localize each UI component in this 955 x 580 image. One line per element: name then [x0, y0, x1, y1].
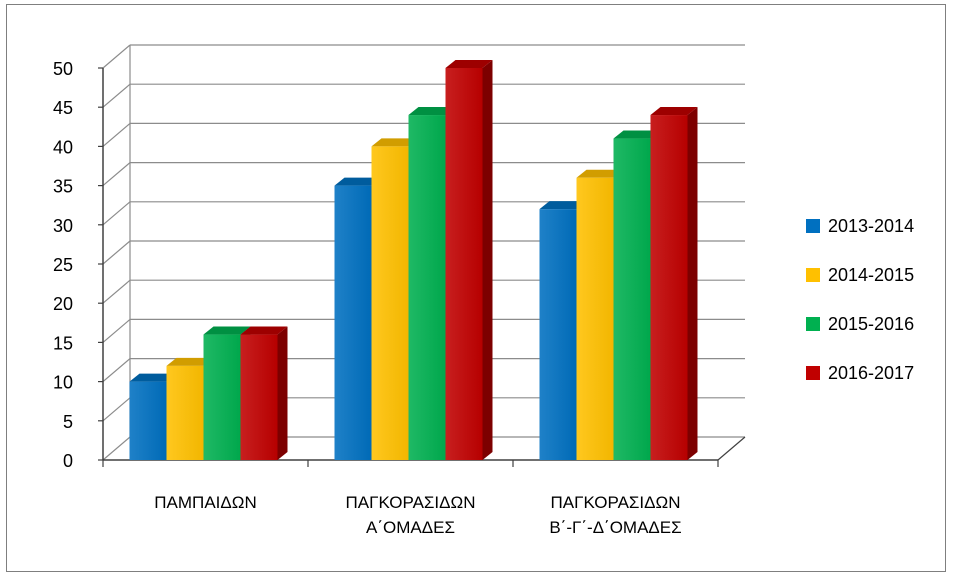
y-tick-label: 10: [53, 373, 73, 393]
bar-front: [539, 209, 577, 460]
bar-front: [129, 381, 167, 460]
y-tick-label: 15: [53, 333, 73, 353]
bar-front: [650, 115, 688, 460]
bar-top: [445, 60, 493, 68]
bar-front: [371, 146, 409, 460]
y-tick-label: 20: [53, 294, 73, 314]
legend-item: 2015-2016: [806, 314, 914, 334]
x-axis-labels: ΠΑΜΠΑΙΔΩΝ ΠΑΓΚΟΡΑΣΙΔΩΝ Α΄ΟΜΑΔΕΣ ΠΑΓΚΟΡΑΣΙΔΩ…: [154, 493, 681, 537]
bar-front: [576, 177, 614, 460]
bar-top: [129, 373, 177, 382]
bar-top: [166, 357, 214, 366]
gridline-side: [102, 162, 131, 187]
gridline-side: [102, 201, 131, 226]
gridline-side: [102, 83, 131, 108]
bar: [240, 326, 288, 460]
gridline-side: [102, 318, 131, 343]
gridline-side: [102, 240, 131, 265]
legend-swatch: [806, 366, 820, 380]
bar-side: [482, 60, 493, 460]
bar: [445, 60, 493, 460]
bars: [129, 60, 698, 460]
legend-label: 2016-2017: [828, 363, 914, 383]
legend-swatch: [806, 268, 820, 282]
gridline-side: [102, 44, 131, 69]
bar-top: [203, 326, 251, 335]
y-tick-label: 50: [53, 59, 73, 79]
legend-label: 2014-2015: [828, 265, 914, 285]
y-tick-label: 45: [53, 98, 73, 118]
bar-front: [166, 365, 204, 460]
bar-front: [240, 334, 278, 460]
bar-front: [613, 138, 651, 460]
x-category-label: ΠΑΓΚΟΡΑΣΙΔΩΝ: [550, 493, 680, 512]
y-axis-ticks: 0 5 10 15 20 25 30 35 40 45 50: [53, 59, 103, 471]
bar-top: [539, 201, 587, 210]
y-tick-label: 30: [53, 216, 73, 236]
x-category-label: Β΄-Γ΄-Δ΄ΟΜΑΔΕΣ: [549, 518, 681, 537]
bar-side: [687, 107, 698, 460]
bar-front: [408, 115, 446, 460]
gridline-side: [102, 436, 131, 461]
y-tick-label: 35: [53, 177, 73, 197]
y-tick-label: 0: [63, 451, 73, 471]
bar-top: [240, 326, 288, 335]
y-tick-label: 25: [53, 255, 73, 275]
gridline-side: [102, 397, 131, 422]
y-tick-label: 5: [63, 412, 73, 432]
legend: 2013-2014 2014-2015 2015-2016 2016-2017: [806, 216, 914, 383]
x-category-label: ΠΑΓΚΟΡΑΣΙΔΩΝ: [345, 493, 475, 512]
y-tick-label: 40: [53, 137, 73, 157]
bar-front: [445, 68, 483, 460]
legend-item: 2014-2015: [806, 265, 914, 285]
bar-top: [613, 130, 661, 139]
bar-front: [203, 334, 241, 460]
gridline-side: [102, 279, 131, 304]
bar-top: [371, 138, 419, 147]
legend-item: 2016-2017: [806, 363, 914, 383]
x-category-label: Α΄ΟΜΑΔΕΣ: [366, 518, 455, 537]
bar-top: [334, 177, 382, 186]
floor-right-edge: [717, 436, 746, 461]
gridline-side: [102, 122, 131, 147]
bar: [650, 107, 698, 460]
legend-label: 2015-2016: [828, 314, 914, 334]
legend-label: 2013-2014: [828, 216, 914, 236]
bar-side: [277, 326, 288, 460]
legend-item: 2013-2014: [806, 216, 914, 236]
bar-top: [408, 107, 456, 116]
bar-top: [576, 169, 624, 178]
gridline-side: [102, 358, 131, 383]
legend-swatch: [806, 219, 820, 233]
bar-top: [650, 107, 698, 116]
bar-front: [334, 185, 372, 460]
legend-swatch: [806, 317, 820, 331]
x-category-label: ΠΑΜΠΑΙΔΩΝ: [154, 493, 256, 512]
